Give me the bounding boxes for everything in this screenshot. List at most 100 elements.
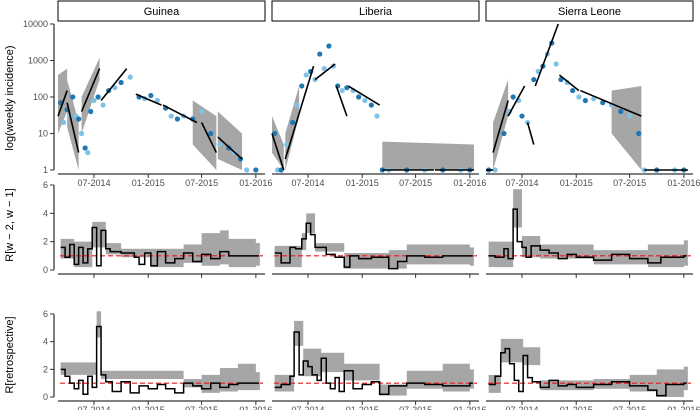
facet-strip-liberia: Liberia — [271, 0, 480, 22]
fit-segment — [80, 68, 101, 112]
x-tick-label: 01-2015 — [560, 178, 593, 188]
x-tick-label: 07-2014 — [505, 178, 538, 188]
facet-title-sierra-leone: Sierra Leone — [558, 6, 621, 18]
panel-r-retrospective-guinea — [60, 311, 263, 395]
y-axis-label-r-window: R[w − 2, w − 1] — [4, 188, 16, 261]
x-tick-label: 07-2014 — [77, 178, 110, 188]
incidence-point — [237, 156, 244, 162]
r-ribbon — [488, 338, 688, 397]
incidence-point — [61, 119, 67, 126]
r-ribbon — [60, 221, 260, 268]
y-axis-label-r-retrospective: R[retrospective] — [4, 316, 16, 393]
incidence-point — [570, 87, 576, 94]
incidence-point — [339, 87, 345, 94]
incidence-point — [317, 51, 323, 57]
incidence-point — [95, 94, 101, 100]
incidence-point — [253, 167, 259, 173]
fit-ribbon — [192, 100, 217, 170]
x-axis-r-window-guinea — [58, 273, 265, 278]
fit-ribbon — [81, 57, 100, 134]
y-tick-label: 10 — [38, 129, 48, 139]
incidence-point — [600, 100, 606, 106]
x-tick-label: 01-2016 — [453, 178, 486, 188]
fit-segment — [526, 122, 535, 145]
y-axis-r-window: 0 2 4 6 — [43, 180, 55, 275]
incidence-point — [362, 97, 368, 104]
incidence-point — [510, 94, 516, 100]
y-tick-label: 10000 — [23, 19, 48, 29]
incidence-point — [76, 116, 82, 122]
fit-segment — [217, 136, 243, 160]
incidence-point — [278, 167, 284, 173]
incidence-point — [576, 94, 582, 100]
fit-segment — [558, 74, 580, 92]
incidence-point — [118, 79, 124, 86]
incidence-point — [154, 97, 160, 104]
incidence-point — [553, 61, 559, 67]
x-axes: 07-2014 01-2015 07-2015 01-2016 07-2014 01-20… — [58, 173, 700, 410]
facet-strip-box — [57, 0, 266, 22]
incidence-point — [294, 102, 300, 108]
y-tick-label: 4 — [43, 208, 48, 218]
incidence-point — [82, 145, 88, 151]
fit-segment — [271, 133, 285, 171]
x-tick-label: 07-2015 — [185, 405, 218, 410]
incidence-point — [618, 108, 624, 115]
y-axis-incidence: 1 10 100 1000 10000 — [23, 19, 55, 175]
incidence-point — [299, 83, 305, 89]
y-tick-label: 0 — [43, 265, 48, 275]
incidence-point — [85, 149, 91, 156]
y-tick-label: 4 — [43, 337, 48, 347]
facet-strips: Guinea Liberia Sierra Leone — [57, 0, 694, 22]
x-axis-incidence-liberia: 07-2014 01-2015 07-2015 01-2016 — [272, 173, 486, 188]
x-tick-label: 01-2015 — [132, 178, 165, 188]
r-ribbon — [274, 320, 474, 396]
r-step-line — [60, 226, 259, 267]
incidence-point — [582, 97, 588, 104]
x-tick-label: 01-2016 — [667, 178, 700, 188]
x-tick-label: 07-2015 — [613, 405, 646, 410]
panel-r-window-liberia — [274, 213, 477, 270]
x-axis-r-window-liberia — [272, 273, 479, 278]
y-tick-label: 6 — [43, 309, 48, 319]
fit-ribbon — [285, 86, 300, 170]
facet-title-guinea: Guinea — [144, 6, 180, 18]
x-tick-label: 01-2015 — [346, 178, 379, 188]
facet-strip-box — [485, 0, 694, 22]
x-axis-r-window-sierra-leone — [486, 273, 693, 278]
facet-strip-guinea: Guinea — [57, 0, 266, 22]
x-tick-label: 07-2015 — [185, 178, 218, 188]
r-step-line — [274, 222, 473, 270]
r-step-line — [274, 331, 473, 395]
y-axis-r-retrospective: 0 2 4 6 — [43, 309, 55, 402]
incidence-point — [272, 130, 278, 137]
x-axis-r-retrospective-guinea: 07-2014 01-2015 07-2015 01-2016 — [58, 400, 272, 410]
fit-segment — [534, 23, 559, 87]
fit-segment — [57, 90, 68, 117]
x-axis-r-retrospective-sierra-leone: 07-2014 01-2015 07-2015 01-2016 — [486, 400, 700, 410]
panel-r-window-sierra-leone — [488, 189, 691, 268]
incidence-point — [356, 94, 362, 100]
incidence-point — [636, 130, 642, 137]
y-axes: 1 10 100 1000 10000 0 2 4 6 0 2 4 6 — [23, 19, 55, 402]
fit-segment — [200, 122, 218, 153]
incidence-point — [290, 119, 296, 126]
fit-segment — [100, 68, 128, 102]
r-ribbon — [60, 311, 260, 393]
incidence-point — [284, 141, 290, 148]
panel-incidence-liberia — [271, 43, 474, 173]
incidence-point — [168, 113, 174, 119]
incidence-point — [88, 108, 94, 115]
x-tick-label: 01-2016 — [453, 405, 486, 410]
x-tick-label: 01-2016 — [239, 405, 272, 410]
y-tick-label: 0 — [43, 392, 48, 402]
fit-segment — [507, 85, 526, 117]
fit-ribbon — [272, 116, 284, 170]
x-tick-label: 01-2016 — [239, 178, 272, 188]
incidence-point — [368, 102, 374, 108]
x-tick-label: 07-2014 — [505, 405, 538, 410]
x-tick-label: 01-2015 — [560, 405, 593, 410]
fit-ribbon — [217, 111, 242, 170]
incidence-point — [148, 92, 154, 99]
